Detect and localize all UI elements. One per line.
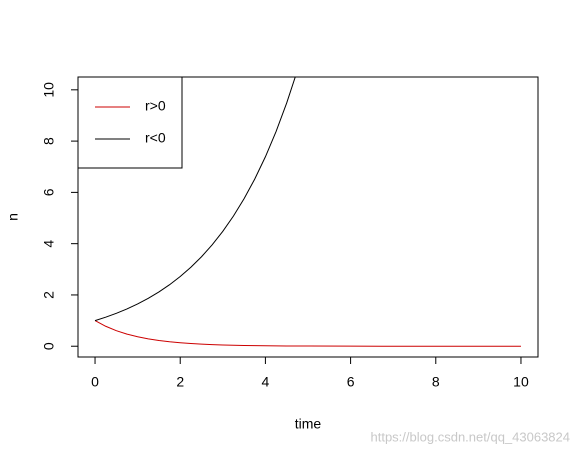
plot-area (94, 77, 521, 347)
y-axis-label: n (5, 213, 21, 221)
x-tick-label: 2 (176, 374, 184, 390)
x-axis-label: time (295, 416, 322, 432)
y-tick-label: 0 (41, 342, 57, 350)
y-tick-label: 6 (41, 188, 57, 196)
legend-label: r>0 (145, 98, 166, 114)
x-tick-label: 0 (91, 374, 99, 390)
series-line (94, 320, 521, 347)
watermark: https://blog.csdn.net/qq_43063824 (371, 429, 571, 444)
series-line (94, 77, 296, 322)
x-tick-label: 4 (262, 374, 270, 390)
x-tick-label: 8 (432, 374, 440, 390)
y-tick-label: 2 (41, 291, 57, 299)
legend: r>0 r<0 (77, 76, 183, 169)
x-tick-label: 6 (347, 374, 355, 390)
x-tick-label: 10 (513, 374, 529, 390)
y-tick-label: 8 (41, 137, 57, 145)
legend-label: r<0 (145, 130, 166, 146)
y-tick-label: 10 (41, 82, 57, 98)
y-tick-label: 4 (41, 240, 57, 248)
legend-box (77, 76, 183, 169)
